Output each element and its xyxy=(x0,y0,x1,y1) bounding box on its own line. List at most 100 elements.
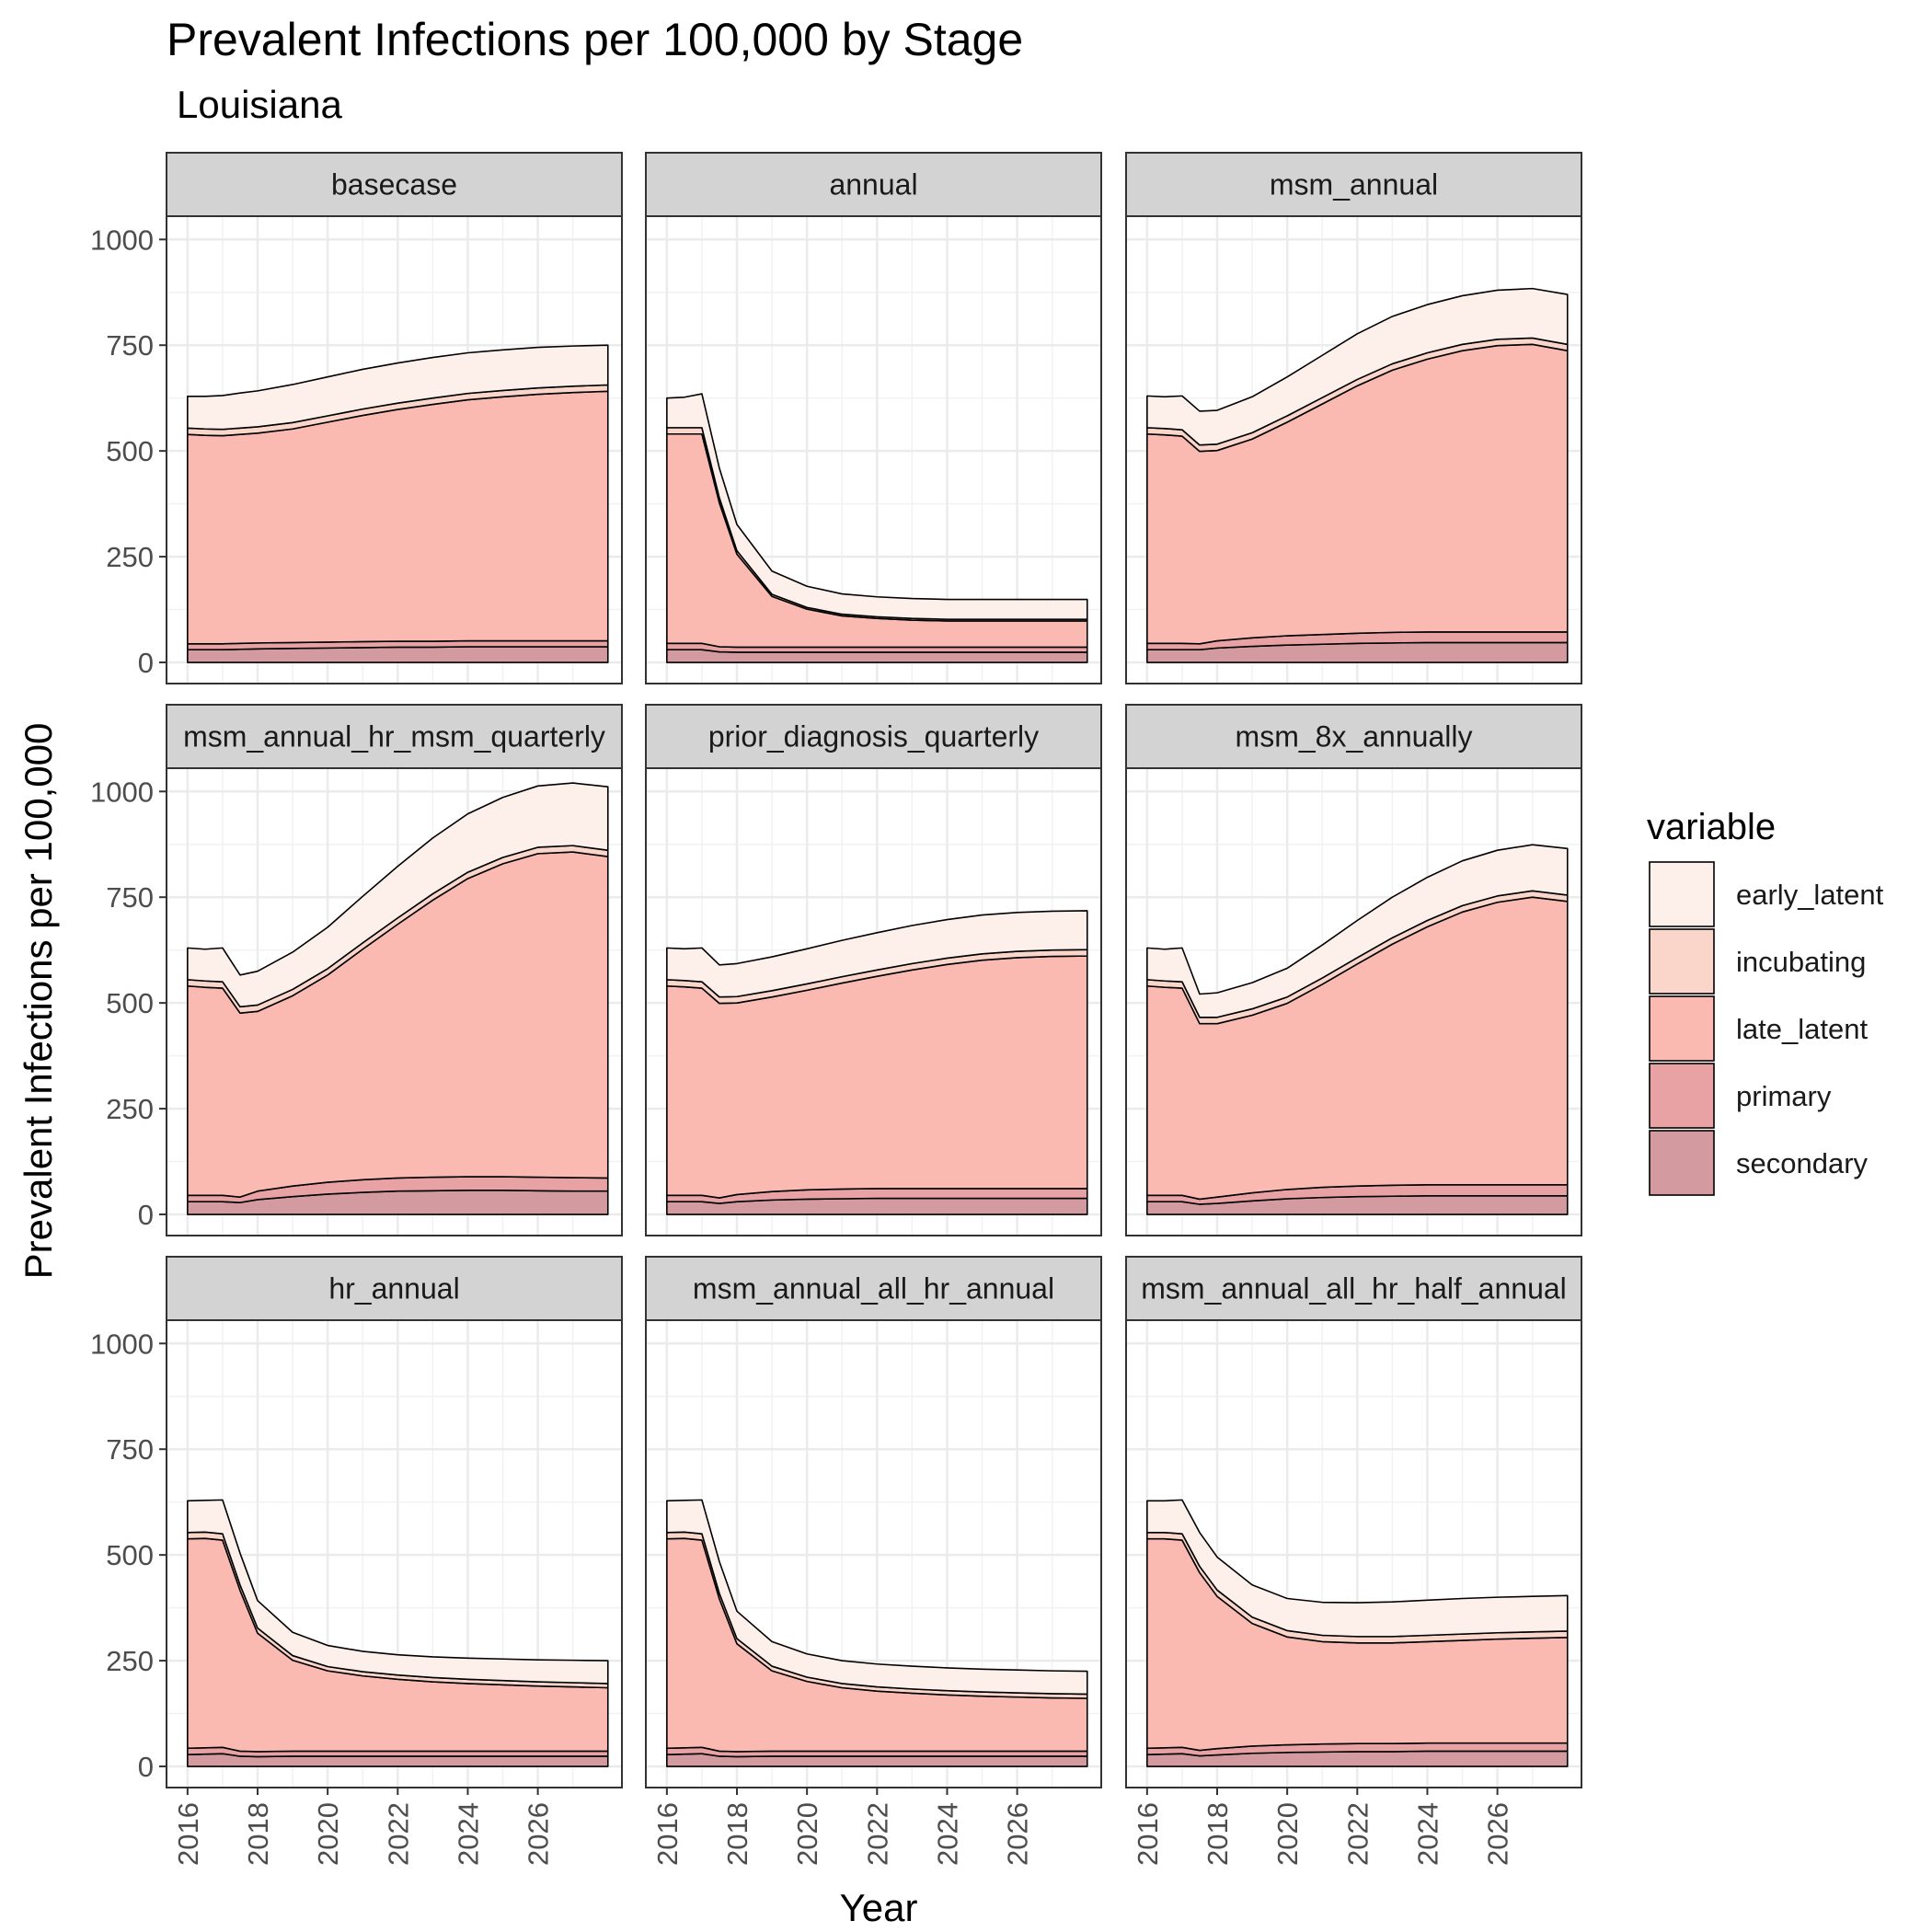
area-early-latent xyxy=(1146,1499,1569,1638)
area-early-latent xyxy=(666,1499,1088,1696)
strip-background xyxy=(645,1256,1102,1321)
legend-label: primary xyxy=(1736,1080,1832,1112)
y-tick-label: 500 xyxy=(106,435,154,467)
area-early-latent xyxy=(666,393,1088,620)
x-tick-label: 2022 xyxy=(861,1802,893,1866)
x-tick-label: 2024 xyxy=(1411,1802,1443,1866)
legend-swatch-early-latent xyxy=(1649,861,1715,927)
x-tick-label: 2018 xyxy=(1202,1802,1234,1866)
legend-item: secondary xyxy=(1649,1130,1869,1196)
facet-panel: msm_annual_all_hr_annual 2016 2018 2020 2022… xyxy=(645,1256,1102,1866)
strip-background xyxy=(1125,1256,1582,1321)
strip-background xyxy=(645,704,1102,769)
x-tick-label: 2022 xyxy=(1341,1802,1374,1866)
legend-swatch-secondary xyxy=(1649,1130,1715,1196)
area-early-latent xyxy=(187,1499,609,1685)
y-axis-title: Prevalent Infections per 100,000 xyxy=(17,723,60,1280)
facet-panel: annual xyxy=(645,152,1102,684)
legend: variable early_latent incubating late_late… xyxy=(1647,807,1884,1196)
legend-item: incubating xyxy=(1649,928,1866,995)
area-early-latent xyxy=(666,910,1088,998)
legend-item: late_latent xyxy=(1649,995,1868,1062)
area-early-latent xyxy=(1146,287,1569,446)
chart-title: Prevalent Infections per 100,000 by Stag… xyxy=(167,14,1023,65)
legend-items: early_latent incubating late_latentprimary… xyxy=(1649,861,1884,1196)
legend-swatch-incubating xyxy=(1649,928,1715,995)
x-tick-label: 2024 xyxy=(931,1802,963,1866)
chart-subtitle: Louisiana xyxy=(177,83,342,126)
strip-background xyxy=(166,704,623,769)
panel-border xyxy=(1125,215,1582,684)
facet-strip-label: msm_annual_hr_msm_quarterly xyxy=(183,720,605,753)
strip-background xyxy=(166,152,623,217)
strip-background xyxy=(645,152,1102,217)
facet-strip-label: annual xyxy=(829,168,917,201)
facet-strip-label: hr_annual xyxy=(328,1272,459,1305)
x-tick-label: 2020 xyxy=(791,1802,823,1866)
x-tick-label: 2026 xyxy=(1482,1802,1514,1866)
x-tick-label: 2026 xyxy=(1002,1802,1034,1866)
x-tick-label: 2020 xyxy=(1271,1802,1304,1866)
y-tick-label: 0 xyxy=(138,647,154,679)
y-tick-label: 500 xyxy=(106,1539,154,1571)
legend-label: secondary xyxy=(1736,1147,1869,1179)
legend-swatch-primary xyxy=(1649,1063,1715,1129)
panel-border xyxy=(166,767,623,1236)
panel-border xyxy=(166,215,623,684)
x-axis-title: Year xyxy=(840,1886,918,1929)
facet-strip-label: msm_annual_all_hr_annual xyxy=(693,1272,1054,1305)
legend-item: early_latent xyxy=(1649,861,1884,927)
y-tick-label: 250 xyxy=(106,1645,154,1677)
y-tick-label: 250 xyxy=(106,541,154,573)
panel-border xyxy=(166,1319,623,1788)
panel-border xyxy=(1125,1319,1582,1788)
facet-strip-label: basecase xyxy=(331,168,457,201)
facet-strip-label: msm_annual_all_hr_half_annual xyxy=(1141,1272,1567,1305)
area-early-latent xyxy=(187,782,609,1008)
facet-panels: basecase 0 250 500 750 1000 annual msm_annualms… xyxy=(90,152,1582,1866)
facet-panel: msm_annual_hr_msm_quarterly 0 250 500 750 100… xyxy=(90,704,623,1236)
y-tick-label: 0 xyxy=(138,1199,154,1231)
x-tick-label: 2018 xyxy=(242,1802,274,1866)
strip-background xyxy=(1125,152,1582,217)
y-tick-label: 750 xyxy=(106,1433,154,1466)
panel-border xyxy=(645,215,1102,684)
legend-swatch-late-latent xyxy=(1649,995,1715,1062)
legend-label: late_latent xyxy=(1736,1013,1868,1045)
legend-label: incubating xyxy=(1736,946,1866,978)
y-tick-label: 750 xyxy=(106,881,154,914)
facet-panel: basecase 0 250 500 750 1000 xyxy=(90,152,623,684)
x-tick-label: 2016 xyxy=(651,1802,684,1866)
strip-background xyxy=(1125,704,1582,769)
panel-border xyxy=(645,767,1102,1236)
panel-border xyxy=(645,1319,1102,1788)
panel-border xyxy=(1125,767,1582,1236)
facet-panel: hr_annual 0 250 500 750 1000 2016 2018 2020 2022 2… xyxy=(90,1256,623,1866)
facet-panel: msm_annual xyxy=(1125,152,1582,684)
y-tick-label: 1000 xyxy=(90,776,154,808)
legend-label: early_latent xyxy=(1736,879,1884,911)
facet-strip-label: prior_diagnosis_quarterly xyxy=(708,720,1039,753)
facet-strip-label: msm_8x_annually xyxy=(1236,720,1473,753)
y-tick-label: 500 xyxy=(106,987,154,1019)
legend-item: primary xyxy=(1649,1063,1832,1129)
x-tick-label: 2026 xyxy=(523,1802,555,1866)
x-tick-label: 2022 xyxy=(382,1802,414,1866)
x-tick-label: 2020 xyxy=(312,1802,344,1866)
area-early-latent xyxy=(1146,844,1569,1018)
y-tick-label: 0 xyxy=(138,1751,154,1783)
y-tick-label: 1000 xyxy=(90,1328,154,1360)
y-tick-label: 750 xyxy=(106,329,154,362)
facet-panel: msm_annual_all_hr_half_annual 2016 2018 202… xyxy=(1125,1256,1582,1866)
area-early-latent xyxy=(187,344,609,431)
y-tick-label: 250 xyxy=(106,1093,154,1125)
x-tick-label: 2016 xyxy=(172,1802,204,1866)
facet-panel: msm_8x_annually xyxy=(1125,704,1582,1236)
facet-strip-label: msm_annual xyxy=(1270,168,1438,201)
x-tick-label: 2016 xyxy=(1132,1802,1164,1866)
facet-panel: prior_diagnosis_quarterly xyxy=(645,704,1102,1236)
legend-title: variable xyxy=(1647,807,1776,847)
x-tick-label: 2024 xyxy=(452,1802,484,1866)
y-tick-label: 1000 xyxy=(90,224,154,256)
